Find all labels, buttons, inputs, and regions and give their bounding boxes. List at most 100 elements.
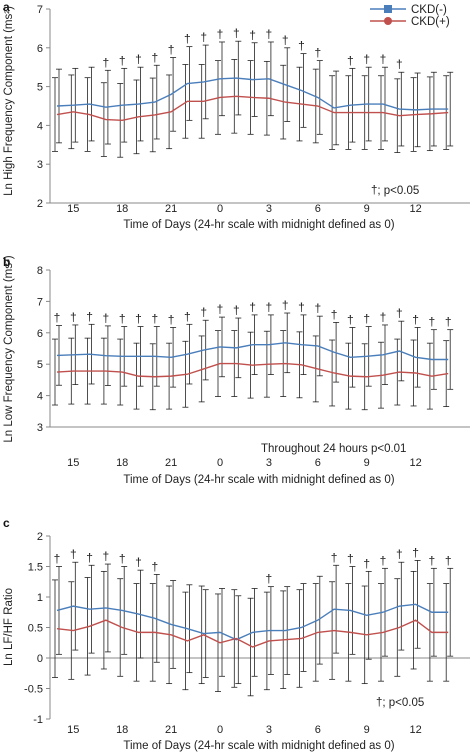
significance-dagger: † — [396, 547, 403, 561]
panel-b-label: b — [3, 255, 10, 269]
x-tick-label: 12 — [409, 724, 421, 736]
significance-dagger: † — [282, 298, 289, 312]
significance-dagger: † — [347, 312, 354, 326]
y-tick-label: -1 — [33, 714, 43, 726]
x-tick-label: 21 — [165, 457, 177, 469]
x-tick-label: 0 — [217, 457, 223, 469]
panel-c-annotation: †; p<0.05 — [376, 697, 424, 709]
x-tick-label: 21 — [165, 724, 177, 736]
series-line-ckd-pos — [56, 362, 449, 378]
significance-dagger: † — [151, 559, 158, 573]
significance-dagger: † — [151, 312, 158, 326]
significance-dagger: † — [103, 55, 110, 69]
significance-dagger: † — [331, 550, 338, 564]
significance-dagger: † — [429, 315, 436, 329]
significance-dagger: † — [233, 26, 240, 40]
panel-b-annotation: Throughout 24 hours p<0.01 — [261, 443, 406, 455]
legend-item-ckd-pos: CKD(+) — [370, 16, 450, 28]
y-tick-label: -0.5 — [24, 684, 43, 696]
panel-a-ylabel: Ln High Frequency Component (ms²) — [3, 6, 15, 196]
panel-b-ylabel: Ln Low Frequency Component (ms²) — [3, 255, 15, 442]
series-line-ckd-neg — [56, 603, 449, 641]
legend-item-ckd-neg: CKD(-) — [370, 4, 447, 16]
y-tick-label: 3 — [37, 159, 43, 171]
panel-c-label: c — [3, 516, 10, 530]
y-tick-label: 7 — [37, 4, 43, 16]
significance-dagger: † — [119, 312, 126, 326]
x-tick-label: 15 — [67, 457, 79, 469]
x-tick-label: 18 — [116, 457, 128, 469]
significance-dagger: † — [396, 306, 403, 320]
significance-dagger: † — [184, 309, 191, 323]
panel-c-ylabel: Ln LF/HF Ratio — [3, 588, 15, 666]
significance-dagger: † — [298, 39, 305, 53]
significance-dagger: † — [380, 553, 387, 567]
significance-dagger: † — [233, 303, 240, 317]
significance-dagger: † — [331, 307, 338, 321]
significance-dagger: † — [429, 553, 436, 567]
significance-dagger: † — [380, 52, 387, 66]
panel-c-xlabel: Time of Days (24-hr scale with midnight … — [123, 740, 394, 752]
y-tick-label: 6 — [37, 43, 43, 55]
panel-c: c Ln LF/HF Ratio -1 -0.5 0 0.5 1 1.5 2 15 18 21 0 3… — [3, 516, 470, 752]
panel-b-xlabel: Time of Days (24-hr scale with midnight … — [123, 474, 394, 486]
significance-dagger: † — [363, 312, 370, 326]
series-line-ckd-pos — [56, 95, 449, 122]
x-tick-label: 12 — [409, 203, 421, 215]
significance-dagger: † — [168, 43, 175, 57]
significance-dagger: † — [70, 310, 77, 324]
y-tick-label: 7 — [37, 296, 43, 308]
significance-dagger: † — [184, 32, 191, 46]
significance-dagger: † — [314, 301, 321, 315]
significance-dagger: † — [445, 553, 452, 567]
significance-dagger: † — [200, 30, 207, 44]
x-tick-label: 6 — [315, 724, 321, 736]
significance-dagger: † — [119, 552, 126, 566]
significance-dagger: † — [217, 27, 224, 41]
y-tick-label: 2 — [37, 198, 43, 210]
significance-dagger: † — [266, 300, 273, 314]
panel-a-xlabel: Time of Days (24-hr scale with midnight … — [123, 219, 394, 231]
x-tick-label: 15 — [67, 203, 79, 215]
significance-dagger: † — [168, 312, 175, 326]
legend: CKD(-) CKD(+) — [370, 4, 450, 28]
significance-dagger: † — [86, 550, 93, 564]
y-tick-label: 8 — [37, 265, 43, 277]
x-tick-label: 3 — [266, 457, 272, 469]
x-tick-label: 6 — [315, 457, 321, 469]
x-tick-label: 12 — [409, 457, 421, 469]
x-tick-label: 9 — [364, 724, 370, 736]
significance-dagger: † — [266, 572, 273, 586]
panel-a: a Ln High Frequency Component (ms²) 2 3 4 5… — [3, 0, 470, 231]
significance-dagger: † — [70, 547, 77, 561]
x-tick-label: 15 — [67, 724, 79, 736]
legend-circle-marker — [384, 17, 392, 25]
significance-dagger: † — [217, 302, 224, 316]
x-tick-label: 3 — [266, 724, 272, 736]
significance-dagger: † — [412, 312, 419, 326]
significance-dagger: † — [298, 300, 305, 314]
panel-b: b Ln Low Frequency Component (ms²) 3 4 5 6 7… — [3, 255, 470, 486]
significance-dagger: † — [54, 552, 61, 566]
x-tick-label: 18 — [116, 203, 128, 215]
y-tick-label: 1.5 — [28, 562, 43, 574]
y-tick-label: 4 — [37, 391, 43, 403]
significance-dagger: † — [363, 52, 370, 66]
significance-dagger: † — [266, 27, 273, 41]
series-line-ckd-neg — [56, 77, 449, 111]
y-tick-label: 0 — [37, 653, 43, 665]
significance-dagger: † — [363, 556, 370, 570]
y-tick-label: 3 — [37, 422, 43, 434]
significance-dagger: † — [445, 315, 452, 329]
y-tick-label: 6 — [37, 328, 43, 340]
series-line-ckd-neg — [56, 342, 449, 361]
panel-a-label: a — [3, 0, 10, 14]
y-tick-label: 2 — [37, 531, 43, 543]
significance-dagger: † — [151, 50, 158, 64]
series-line-ckd-pos — [56, 619, 449, 648]
significance-dagger: † — [347, 552, 354, 566]
panel-b-plot: 3 4 5 6 7 8 15 18 21 0 3 6 9 12 † † † † † † † † † † † † † † † † † † † † † †… — [37, 265, 470, 469]
x-tick-label: 9 — [364, 203, 370, 215]
y-tick-label: 4 — [37, 120, 43, 132]
